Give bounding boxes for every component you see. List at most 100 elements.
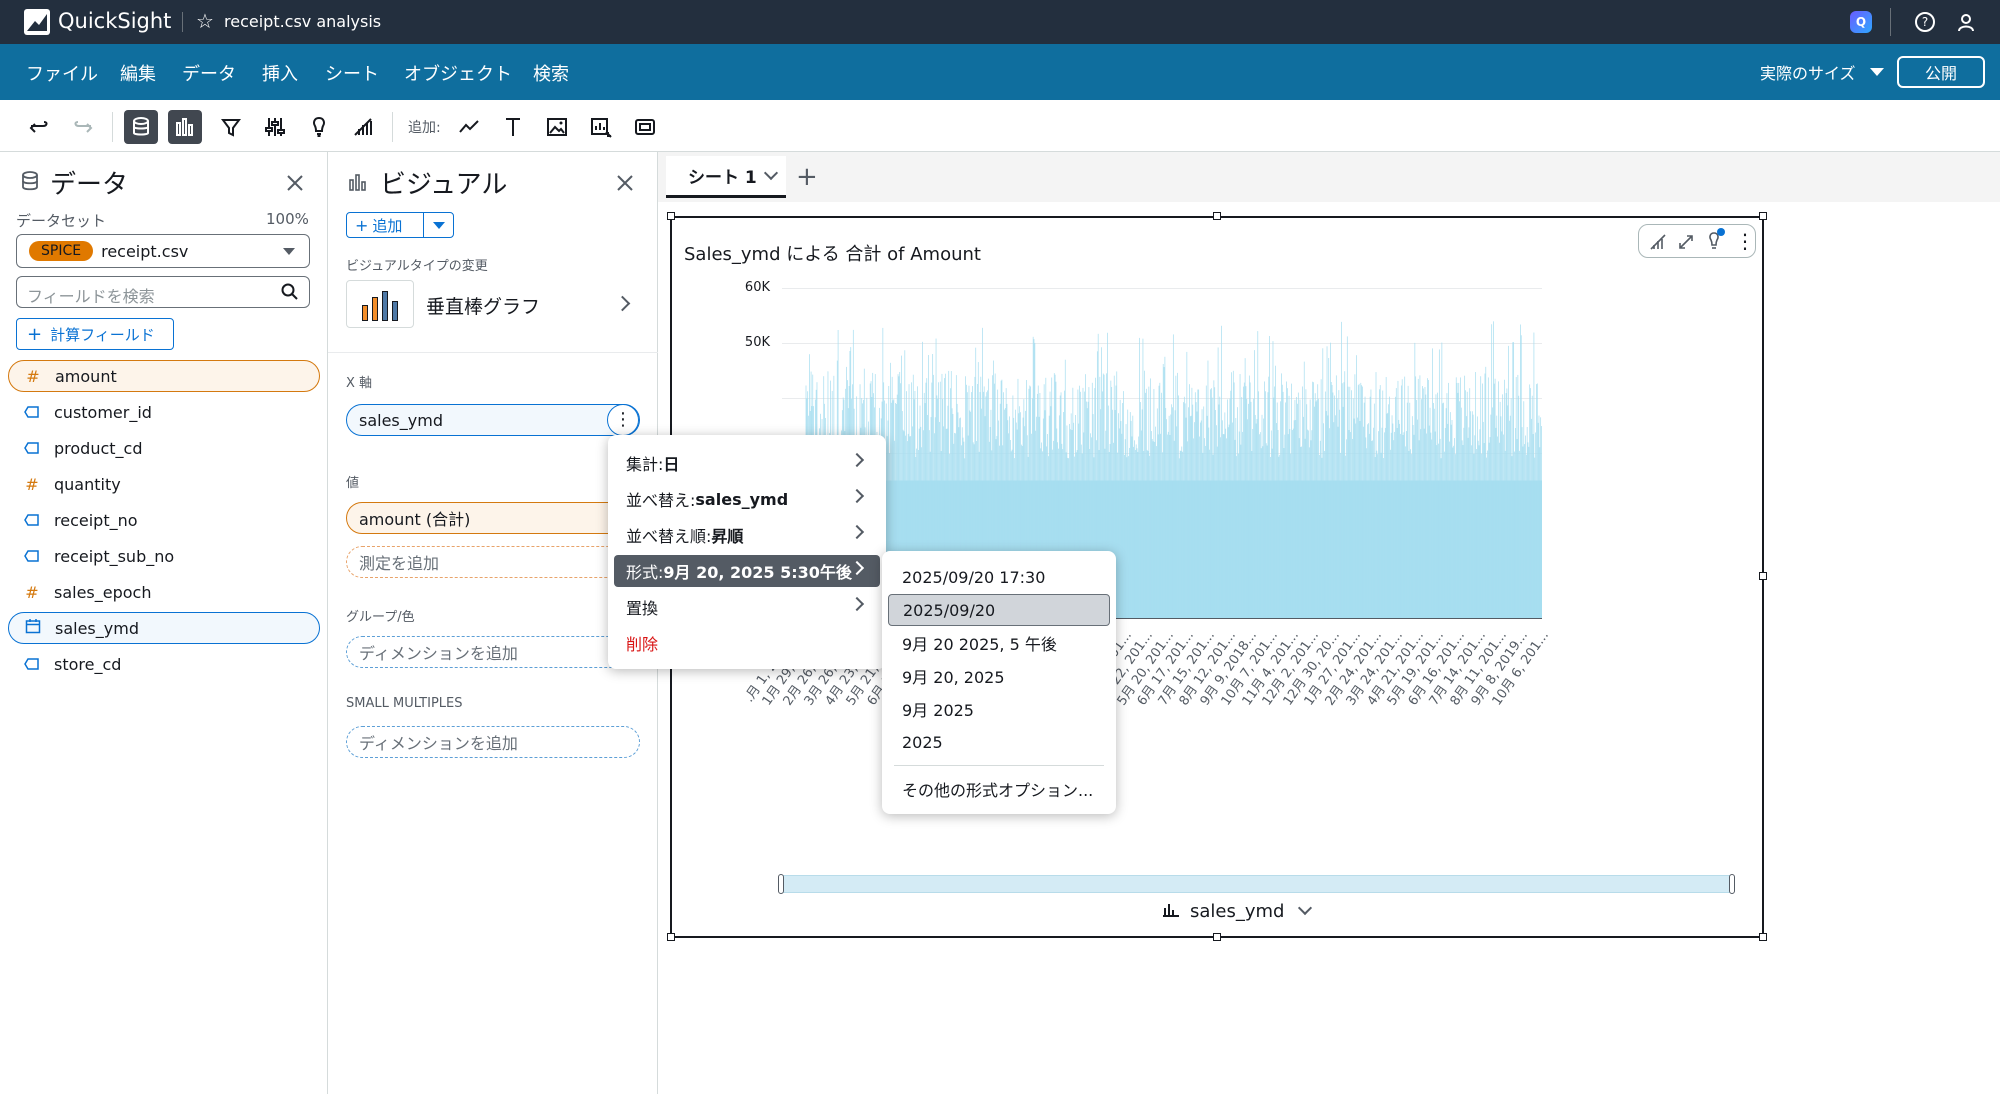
gridline (782, 288, 1542, 289)
bar (1153, 388, 1155, 618)
undo-icon[interactable] (22, 110, 56, 144)
add-measure-slot[interactable]: 測定を追加 (346, 546, 640, 578)
context-menu-item-2[interactable]: 並べ替え順: 昇順 (614, 519, 880, 551)
format-option-1[interactable]: 2025/09/20 (888, 594, 1110, 626)
calc-field-button[interactable]: + 計算フィールド (16, 318, 174, 350)
context-menu-item-0[interactable]: 集計: 日 (614, 447, 880, 479)
publish-button[interactable]: 公開 (1897, 56, 1985, 88)
format-option-0[interactable]: 2025/09/20 17:30 (902, 567, 1046, 587)
help-icon[interactable]: ? (1915, 12, 1935, 32)
field-item-product-cd[interactable]: product_cd (8, 432, 320, 464)
sheet-tab[interactable]: シート 1 (666, 156, 786, 198)
menu-edit[interactable]: 編集 (120, 64, 156, 85)
field-item-receipt-no[interactable]: receipt_no (8, 504, 320, 536)
bar (1511, 456, 1513, 618)
bar (1491, 324, 1493, 618)
resize-handle-br[interactable] (1759, 933, 1767, 941)
bar (1343, 382, 1345, 618)
app-name[interactable]: QuickSight (58, 9, 172, 33)
close-icon[interactable] (286, 174, 304, 192)
more-options-icon[interactable]: ⋮ (1735, 229, 1755, 253)
bar (1481, 453, 1482, 618)
field-item-sales-ymd[interactable]: sales_ymd (8, 612, 320, 644)
add-visual-button[interactable]: + 追加 (346, 212, 454, 238)
format-option-4[interactable]: 9月 2025 (902, 701, 974, 720)
filter-icon[interactable] (214, 110, 248, 144)
size-dropdown[interactable]: 実際のサイズ (1760, 60, 1884, 84)
format-option-2[interactable]: 9月 20 2025, 5 午後 (902, 635, 1057, 654)
bar (939, 381, 941, 618)
context-menu-item-1[interactable]: 並べ替え: sales_ymd (614, 483, 880, 515)
x-axis-field-well[interactable]: sales_ymd ⋮ (346, 404, 640, 436)
field-item-quantity[interactable]: # quantity (8, 468, 320, 500)
bar (1249, 382, 1251, 618)
range-slider[interactable] (782, 875, 1732, 893)
insight-lightbulb-icon[interactable] (1705, 231, 1723, 255)
resize-handle-bm[interactable] (1213, 933, 1221, 941)
chevron-down-icon[interactable] (763, 165, 779, 181)
data-panel-toggle-icon[interactable] (124, 110, 158, 144)
resize-handle-tr[interactable] (1759, 212, 1767, 220)
format-option-5[interactable]: 2025 (902, 732, 943, 752)
field-item-customer-id[interactable]: customer_id (8, 396, 320, 428)
resize-handle-tm[interactable] (1213, 212, 1221, 220)
menu-file[interactable]: ファイル (26, 64, 98, 85)
expand-icon[interactable] (1677, 233, 1695, 255)
parameters-icon[interactable] (258, 110, 292, 144)
add-embed-icon[interactable] (628, 110, 662, 144)
insights-lightbulb-icon[interactable] (302, 110, 336, 144)
bar (1526, 427, 1528, 618)
favorite-star-icon[interactable]: ☆ (196, 9, 214, 33)
resize-handle-mr[interactable] (1759, 572, 1767, 580)
visual-panel-toggle-icon[interactable] (168, 110, 202, 144)
add-image-icon[interactable] (540, 110, 574, 144)
field-item-amount[interactable]: # amount (8, 360, 320, 392)
user-icon[interactable] (1956, 12, 1976, 32)
bar (1442, 403, 1444, 618)
bar (1330, 342, 1331, 618)
context-menu-item-5[interactable]: 削除 (614, 627, 880, 659)
bar (1292, 428, 1294, 618)
add-visual-icon[interactable] (452, 110, 486, 144)
menu-sheet[interactable]: シート (325, 64, 379, 85)
menu-search[interactable]: 検索 (533, 64, 569, 85)
field-search-input[interactable]: フィールドを検索 (16, 276, 310, 308)
close-icon[interactable] (616, 174, 634, 192)
field-item-receipt-sub-no[interactable]: receipt_sub_no (8, 540, 320, 572)
menu-data[interactable]: データ (182, 64, 236, 85)
redo-icon[interactable] (66, 110, 100, 144)
more-format-options[interactable]: その他の形式オプション... (902, 781, 1094, 800)
add-insight-icon[interactable] (584, 110, 618, 144)
field-item-sales-epoch[interactable]: # sales_epoch (8, 576, 320, 608)
themes-icon[interactable] (346, 110, 380, 144)
add-sheet-icon[interactable]: + (796, 162, 818, 192)
context-menu-item-3[interactable]: 形式: 9月 20, 2025 5:30午後 (614, 555, 880, 587)
add-group-dimension-slot[interactable]: ディメンションを追加 (346, 636, 640, 668)
value-field-well[interactable]: amount (合計) (346, 502, 640, 534)
context-menu-item-4[interactable]: 置換 (614, 591, 880, 623)
menu-insert[interactable]: 挿入 (262, 64, 298, 85)
visual-type-selector[interactable]: 垂直棒グラフ (346, 280, 642, 328)
add-dimension-label-2: ディメンションを追加 (359, 734, 518, 753)
format-visual-icon[interactable] (1649, 233, 1667, 255)
quicksight-logo-icon[interactable] (24, 9, 50, 35)
bar (988, 441, 990, 618)
bar (1368, 423, 1369, 618)
resize-handle-tl[interactable] (667, 212, 675, 220)
bar (1492, 407, 1493, 618)
resize-handle-bl[interactable] (667, 933, 675, 941)
add-small-multiples-slot[interactable]: ディメンションを追加 (346, 726, 640, 758)
menu-object[interactable]: オブジェクト (404, 64, 512, 85)
range-slider-left-handle[interactable] (778, 874, 784, 894)
add-text-icon[interactable] (496, 110, 530, 144)
x-axis-title-control[interactable]: sales_ymd (1162, 900, 1313, 922)
add-visual-dropdown[interactable] (423, 213, 453, 237)
range-slider-right-handle[interactable] (1729, 874, 1735, 894)
dataset-select[interactable]: SPICE receipt.csv (16, 234, 310, 268)
field-options-icon[interactable]: ⋮ (607, 404, 639, 436)
amazon-q-icon[interactable]: Q (1850, 11, 1872, 33)
field-item-store-cd[interactable]: store_cd (8, 648, 320, 680)
bar (911, 382, 912, 618)
sort-icon (1162, 900, 1180, 922)
format-option-3[interactable]: 9月 20, 2025 (902, 668, 1005, 687)
